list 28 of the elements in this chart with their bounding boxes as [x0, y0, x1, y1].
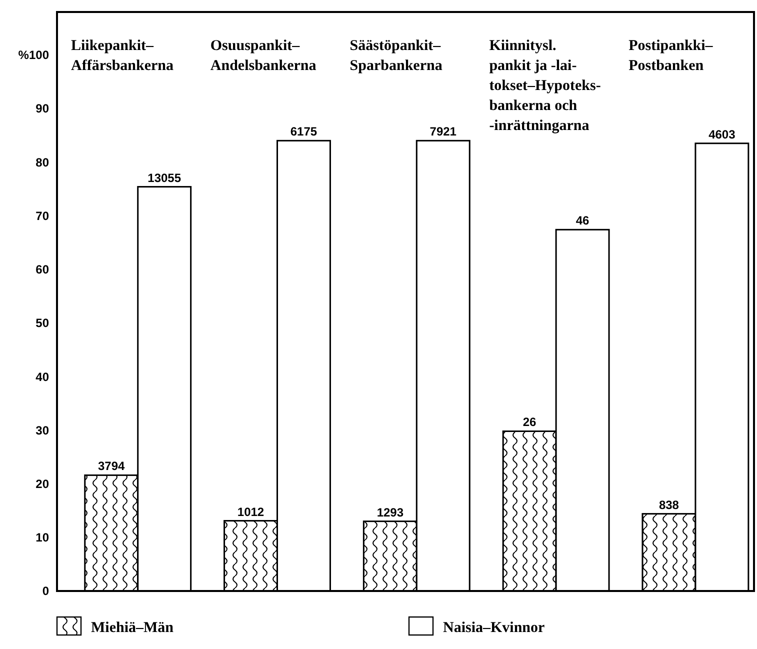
x-tick-label: Kiinnitysl. pankit ja -lai- tokset–Hypoteks- bankerna och -inrättningarna: [489, 38, 601, 134]
annotation: 1293: [376, 505, 404, 520]
y-tick-label: 80: [36, 155, 50, 170]
annotation: 13055: [148, 170, 182, 185]
annotation: 7921: [430, 124, 457, 139]
y-tick-label: 90: [36, 102, 50, 116]
y-tick-label: %100: [18, 48, 50, 62]
annotation: 1012: [237, 504, 264, 519]
annotation: 3794: [98, 459, 126, 474]
x-tick-label: Säästöpankit– Sparbankerna: [350, 38, 443, 74]
annotation: 6175: [290, 124, 318, 139]
x-tick-label: Osuuspankit– Andelsbankerna: [210, 38, 317, 74]
x-tick-label: Postipankki– Postbanken: [628, 38, 714, 74]
y-tick-label: 10: [36, 530, 50, 545]
y-tick-label: 0: [42, 584, 50, 598]
y-tick-label: 30: [36, 423, 50, 438]
y-tick-label: 20: [36, 476, 50, 491]
annotation: 838: [658, 498, 680, 512]
legend-label: Miehiä–Män: [91, 620, 174, 636]
y-tick-label: 50: [36, 316, 50, 330]
annotation: 46: [576, 214, 590, 228]
y-tick-label: 60: [36, 262, 50, 277]
annotation: 26: [522, 415, 537, 430]
legend-label: Naisia–Kvinnor: [443, 620, 546, 636]
y-tick-label: 70: [36, 208, 50, 223]
annotation: 4603: [708, 127, 736, 142]
x-tick-label: Liikepankit– Affärsbankerna: [71, 38, 174, 74]
y-tick-label: 40: [36, 370, 50, 384]
